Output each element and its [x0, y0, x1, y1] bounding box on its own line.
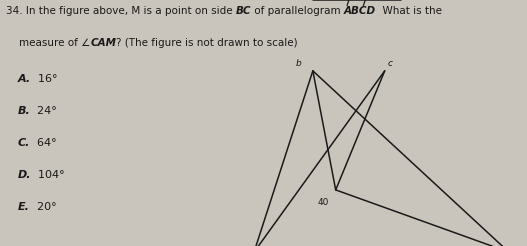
- Text: D.: D.: [18, 170, 31, 180]
- Text: 104°: 104°: [31, 170, 65, 180]
- Text: 40: 40: [318, 198, 329, 207]
- Text: BC: BC: [236, 6, 251, 16]
- Text: ABCD: ABCD: [344, 6, 376, 16]
- Text: B.: B.: [18, 106, 31, 116]
- Text: 20°: 20°: [30, 202, 56, 212]
- Text: What is the: What is the: [376, 6, 442, 16]
- Text: 16°: 16°: [31, 74, 57, 84]
- Text: 64°: 64°: [30, 138, 57, 148]
- Text: b: b: [296, 59, 301, 68]
- Text: measure of ∠: measure of ∠: [6, 38, 90, 48]
- Text: E.: E.: [18, 202, 30, 212]
- Text: ? (The figure is not drawn to scale): ? (The figure is not drawn to scale): [116, 38, 298, 48]
- Text: A.: A.: [18, 74, 31, 84]
- Text: C.: C.: [18, 138, 30, 148]
- Text: c: c: [388, 59, 393, 68]
- Text: CAM: CAM: [90, 38, 116, 48]
- Text: 34. In the figure above, M is a point on side: 34. In the figure above, M is a point on…: [6, 6, 236, 16]
- Text: 24°: 24°: [31, 106, 57, 116]
- Text: of parallelogram: of parallelogram: [251, 6, 344, 16]
